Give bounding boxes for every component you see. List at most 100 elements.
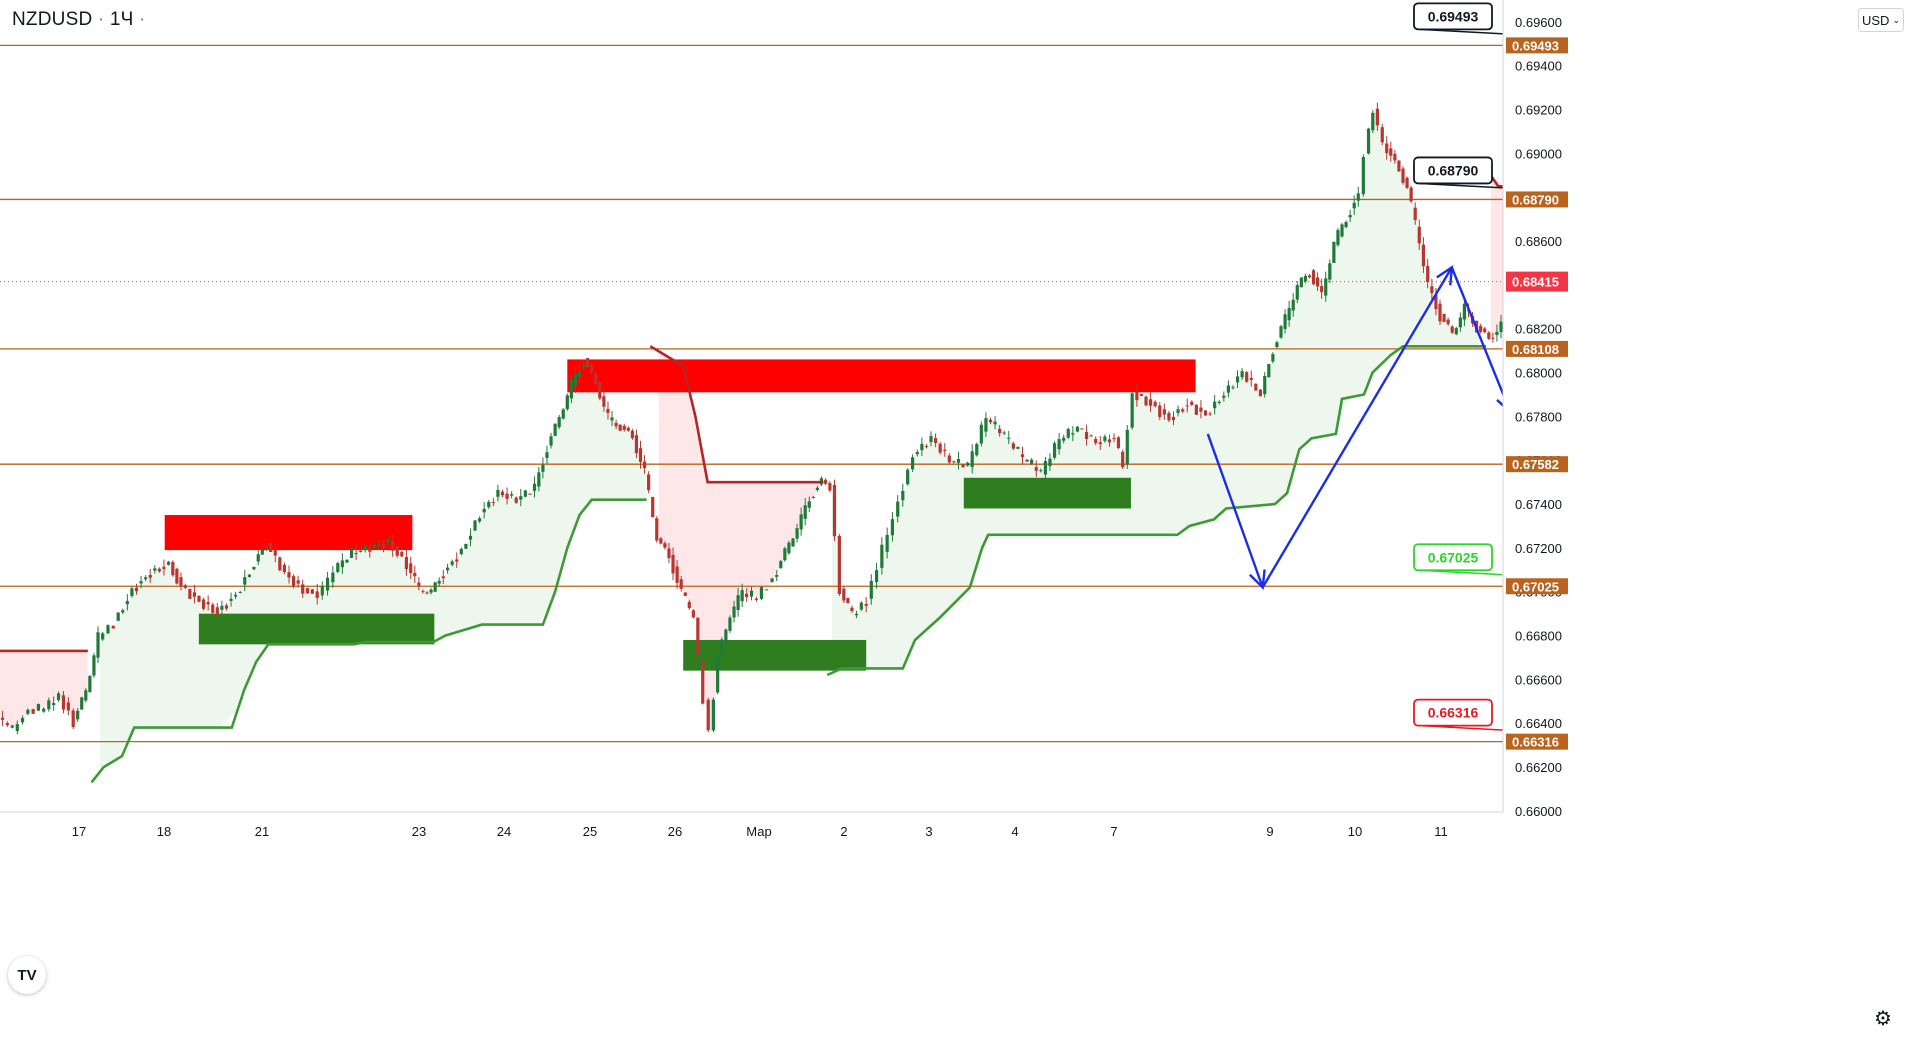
symbol-title[interactable]: NZDUSD · 1Ч · [12,9,146,31]
candle-body [970,451,974,468]
candle-body [647,474,651,491]
candle-body [15,724,19,732]
candle-body [1421,244,1426,267]
time-tick-label: 2 [840,824,847,839]
candle-body [667,548,671,559]
time-tick-label: 9 [1266,824,1273,839]
price-tick-label: 0.66200 [1515,760,1562,775]
candle-body [505,493,509,499]
candle-body [975,444,979,456]
currency-button[interactable]: USD ⌄ [1858,8,1904,32]
candle-body [229,598,233,601]
candle-body [1062,437,1066,441]
title-separator: · [97,9,105,30]
candle-body [1495,331,1499,336]
candle-body [130,588,134,597]
candle-body [630,430,634,439]
candle-body [1030,459,1034,464]
candle-body [775,574,779,577]
candle-body [1344,222,1348,228]
supertrend-fill-1 [100,361,647,772]
candle-body [1336,230,1340,245]
candle-body [854,613,859,616]
candle-body [349,548,354,558]
candle-body [1303,275,1307,282]
candle-body [1139,394,1144,397]
supertrend-line-2 [649,345,824,484]
gear-icon[interactable]: ⚙ [1874,1008,1892,1030]
candle-body [1103,436,1107,441]
candle-body [400,551,404,557]
callout-box-0.66316 [1413,698,1493,727]
candle-body [1084,431,1089,439]
candle-body [679,579,683,589]
supertrend-line-3 [826,345,1486,677]
candle-body [66,702,70,711]
candle-body [896,501,900,517]
candle-body [915,452,919,455]
candle-body [803,505,807,519]
candle-body [1194,404,1198,415]
candle-body [473,520,477,531]
candle-body [315,591,319,598]
candle-body [211,604,215,613]
candle-body [47,700,51,710]
candle-body [183,585,187,588]
tradingview-logo[interactable]: TV [8,956,46,994]
candle-body [837,535,841,594]
candle-body [1222,395,1226,398]
candle-body [1479,325,1483,332]
candle-body [1405,177,1409,188]
candle-body [464,543,468,549]
candle-body [528,493,532,495]
candle-body [1366,128,1371,154]
candle-body [121,610,125,613]
candle-body [1385,143,1389,154]
time-tick-label: 18 [157,824,171,839]
candle-body [779,561,783,568]
candle-body [1295,285,1299,300]
price-tick-label: 0.66800 [1515,629,1562,644]
price-tick-label: 0.66400 [1515,716,1562,731]
support-zone-4 [963,477,1131,509]
candle-body [1258,389,1263,397]
candle-body [701,660,705,704]
time-tick-label: 26 [668,824,682,839]
candle-body [938,443,942,453]
price-tick-label: 0.68600 [1515,234,1562,249]
candle-body [691,610,695,618]
candle-body [1279,326,1283,338]
candle-body [622,425,626,430]
resistance-zone-0 [164,515,413,551]
candle-body [602,396,606,407]
candle-body [1020,454,1025,458]
candle-body [1121,451,1125,468]
price-tick-label: 0.69200 [1515,103,1562,118]
candle-body [1149,399,1153,406]
candle-body [1226,385,1230,393]
candle-body [586,358,590,368]
candle-body [134,587,139,592]
candle-body [1066,428,1070,438]
candle-body [282,564,287,573]
price-tick-label: 0.67800 [1515,409,1562,424]
candle-body [153,568,157,571]
candle-body [201,599,206,609]
chevron-down-icon: ⌄ [1892,14,1900,25]
candle-body [1348,215,1352,218]
candle-body [675,566,679,583]
candle-body [910,457,915,470]
candle-body [770,578,774,583]
time-tick-label: 24 [497,824,511,839]
time-tick-label: 23 [412,824,426,839]
candle-body [1291,299,1295,311]
candle-body [711,699,715,731]
candle-body [885,534,889,552]
candle-body [901,490,905,501]
candle-body [1098,442,1102,445]
candle-body [1171,416,1176,421]
price-tick-label: 0.66000 [1515,804,1562,819]
candle-body [638,448,643,462]
